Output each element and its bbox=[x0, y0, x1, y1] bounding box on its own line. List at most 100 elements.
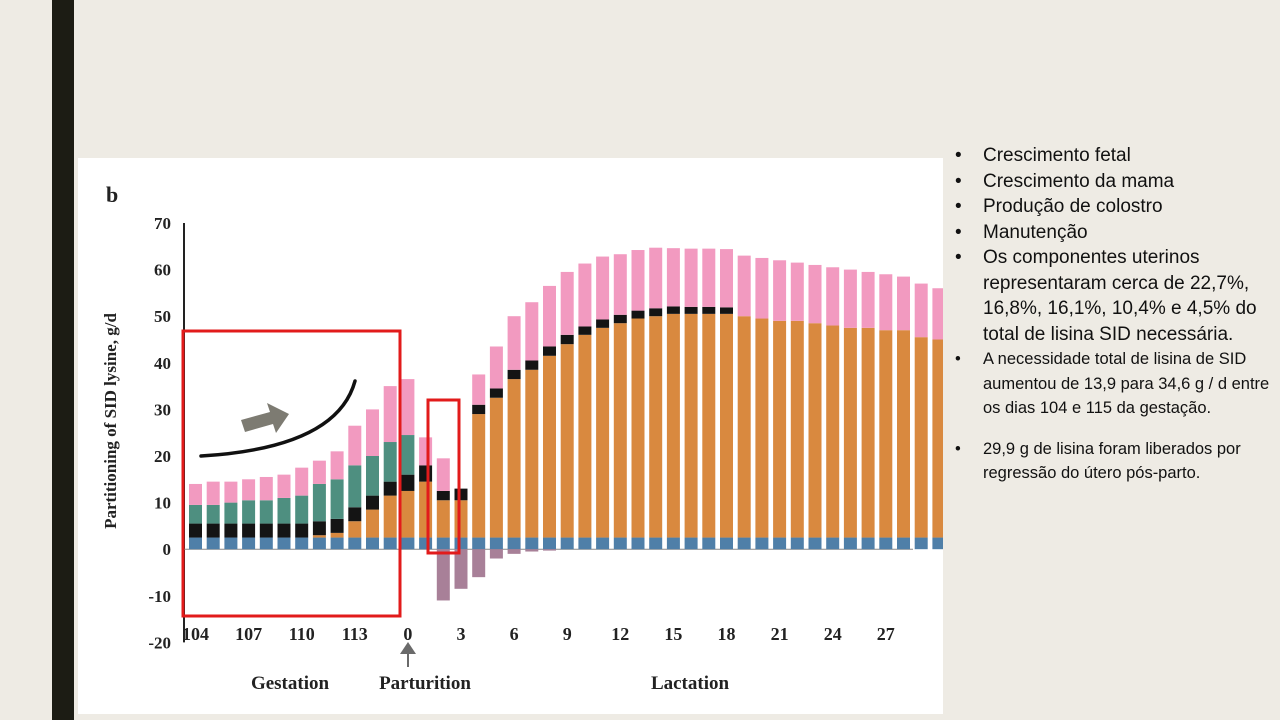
bar-segment-blue bbox=[808, 537, 822, 550]
bar-segment-black bbox=[330, 518, 344, 533]
bar-segment-black bbox=[189, 523, 202, 538]
bar-segment-pink bbox=[436, 458, 450, 491]
bar-segment-orange bbox=[879, 330, 893, 538]
bullet-item-5: Os componentes uterinos representaram ce… bbox=[955, 245, 1275, 347]
x-tick-label: 12 bbox=[611, 624, 629, 644]
bar-segment-pink bbox=[560, 271, 574, 335]
bar-segment-blue bbox=[914, 537, 928, 550]
x-tick-label: 18 bbox=[718, 624, 736, 644]
bar-segment-pink bbox=[383, 386, 397, 443]
bar-segment-orange bbox=[596, 327, 610, 538]
bar-segment-blue bbox=[312, 537, 326, 550]
bar-segment-blue bbox=[206, 537, 220, 550]
bar-segment-pink bbox=[366, 409, 379, 456]
bar-segment-black bbox=[631, 310, 645, 319]
bar-segment-orange bbox=[684, 313, 698, 538]
bar-segment-pink bbox=[348, 425, 362, 466]
bar-segment-black bbox=[702, 306, 716, 314]
x-tick-label: 107 bbox=[235, 624, 262, 644]
bullet-item-1: Crescimento fetal bbox=[955, 143, 1275, 169]
bar-segment-orange bbox=[720, 313, 733, 538]
bar-segment-black bbox=[613, 314, 627, 324]
slide-accent-bar bbox=[52, 0, 74, 720]
bar-segment-blue bbox=[720, 537, 733, 550]
bar-segment-black bbox=[472, 404, 486, 415]
bar-segment-blue bbox=[897, 537, 910, 550]
bar-segment-black bbox=[578, 326, 592, 335]
bar-segment-blue bbox=[702, 537, 716, 550]
bar-segment-black bbox=[206, 523, 220, 538]
bar-segment-pink bbox=[843, 269, 857, 328]
bar-segment-orange bbox=[861, 327, 875, 538]
bar-segment-orange bbox=[401, 490, 415, 538]
bullet-list-secondary: A necessidade total de lisina de SID aum… bbox=[955, 347, 1275, 486]
bar-segment-green bbox=[401, 435, 415, 475]
bar-segment-orange bbox=[454, 500, 468, 538]
bar-segment-blue bbox=[436, 537, 450, 550]
bar-segment-black bbox=[666, 306, 680, 314]
bar-segment-green bbox=[242, 500, 256, 524]
parturition-arrow-head bbox=[400, 642, 416, 654]
bar-segment-black bbox=[684, 306, 698, 314]
bar-segment-orange bbox=[543, 355, 556, 538]
bar-segment-orange bbox=[348, 521, 362, 538]
bar-segment-pink bbox=[897, 276, 910, 331]
x-tick-label: 15 bbox=[664, 624, 682, 644]
x-group-label: Lactation bbox=[651, 673, 730, 694]
bar-segment-black bbox=[525, 360, 539, 370]
bar-segment-blue bbox=[737, 537, 751, 550]
bar-segment-orange bbox=[843, 327, 857, 538]
trend-curve bbox=[199, 379, 357, 458]
bar-segment-pink bbox=[578, 263, 592, 327]
bar-segment-black bbox=[560, 334, 574, 345]
y-tick-label: -20 bbox=[148, 633, 171, 652]
bar-segment-blue bbox=[507, 537, 521, 550]
bar-segment-pink bbox=[613, 254, 627, 315]
bar-segment-blue bbox=[277, 537, 291, 550]
bar-segment-green bbox=[366, 456, 379, 496]
bar-segment-green bbox=[277, 497, 291, 524]
bar-segment-orange bbox=[472, 414, 486, 538]
bar-segment-pink bbox=[879, 274, 893, 331]
bar-segment-pink bbox=[702, 248, 716, 307]
bar-segment-orange bbox=[613, 323, 627, 538]
bar-segment-blue bbox=[366, 537, 379, 550]
bar-segment-green bbox=[312, 483, 326, 522]
bar-segment-orange bbox=[366, 509, 379, 538]
bar-segment-pink bbox=[259, 476, 273, 501]
y-tick-label: 30 bbox=[154, 400, 171, 419]
bar-segment-green bbox=[383, 442, 397, 482]
bar-segment-orange bbox=[330, 532, 344, 538]
bar-segment-black bbox=[507, 369, 521, 380]
bar-segment-green bbox=[259, 500, 273, 524]
bar-segment-orange bbox=[578, 334, 592, 538]
bar-segment-pink bbox=[206, 481, 220, 505]
bar-segment-blue bbox=[259, 537, 273, 550]
bar-segment-black bbox=[649, 308, 663, 317]
bar-segment-pink bbox=[720, 249, 733, 308]
bar-segment-blue bbox=[419, 537, 433, 550]
x-tick-label: 21 bbox=[771, 624, 789, 644]
bar-segment-blue bbox=[543, 537, 556, 550]
bullet-item-2: Crescimento da mama bbox=[955, 169, 1275, 195]
x-group-label: Gestation bbox=[251, 673, 330, 694]
bar-segment-pink bbox=[330, 451, 344, 480]
bar-segment-pink bbox=[666, 248, 680, 307]
bar-segment-blue bbox=[649, 537, 663, 550]
bar-segment-orange bbox=[755, 318, 769, 538]
bar-segment-pink bbox=[295, 467, 309, 496]
bar-segment-purple bbox=[454, 549, 468, 589]
bar-segment-black bbox=[383, 481, 397, 496]
x-tick-label: 113 bbox=[342, 624, 368, 644]
bar-segment-orange bbox=[383, 495, 397, 538]
bar-segment-pink bbox=[277, 474, 291, 498]
bar-segment-pink bbox=[861, 271, 875, 328]
bar-segment-pink bbox=[914, 283, 928, 338]
bar-segment-green bbox=[224, 502, 238, 524]
bar-segment-blue bbox=[472, 537, 486, 550]
x-tick-label: 3 bbox=[457, 624, 466, 644]
y-tick-label: 50 bbox=[154, 307, 171, 326]
bar-segment-blue bbox=[525, 537, 539, 550]
bar-segment-purple bbox=[525, 549, 539, 552]
